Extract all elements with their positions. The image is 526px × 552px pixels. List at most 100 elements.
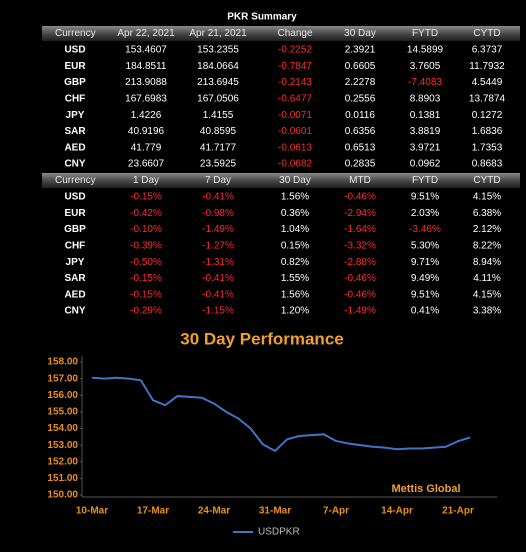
value-cell: 0.2835 [345, 159, 376, 170]
value-cell: 2.3921 [345, 45, 376, 56]
x-tick-label: 21-Apr [442, 506, 474, 517]
value-cell: 2.2278 [345, 77, 376, 88]
value-cell: 0.2556 [345, 94, 376, 105]
value-cell: 23.5925 [200, 159, 237, 170]
value-cell: 8.94% [473, 257, 501, 268]
value-cell: 1.56% [281, 289, 309, 300]
value-cell: -2.88% [344, 257, 376, 268]
header-cell: FYTD [412, 28, 438, 39]
header-cell: 30 Day [344, 28, 376, 39]
value-cell: 153.4607 [125, 45, 167, 56]
value-cell: 0.1272 [472, 110, 503, 121]
value-cell: 40.8595 [200, 126, 237, 137]
value-cell: -1.31% [202, 257, 234, 268]
value-cell: 213.9088 [125, 77, 167, 88]
value-cell: 23.6607 [128, 159, 165, 170]
value-cell: 1.20% [281, 306, 309, 317]
y-tick-label: 156.00 [47, 390, 78, 401]
header-cell: CYTD [473, 28, 500, 39]
value-cell: 0.41% [411, 306, 439, 317]
value-cell: -0.29% [130, 306, 162, 317]
value-cell: 0.0962 [410, 159, 441, 170]
y-tick-label: 151.00 [47, 473, 78, 484]
value-cell: 0.6605 [345, 61, 376, 72]
value-cell: 167.0506 [197, 94, 239, 105]
value-cell: 6.38% [473, 208, 501, 219]
currency-cell: AED [64, 289, 85, 300]
value-cell: 0.0116 [345, 110, 375, 121]
value-cell: 1.4226 [131, 110, 162, 121]
currency-cell: EUR [64, 208, 86, 219]
value-cell: 0.82% [281, 257, 309, 268]
value-cell: 13.7874 [469, 94, 506, 105]
value-cell: 9.51% [411, 289, 439, 300]
x-tick-label: 24-Mar [198, 506, 230, 517]
currency-cell: CHF [65, 241, 86, 252]
value-cell: -1.15% [202, 306, 234, 317]
header-cell: Apr 22, 2021 [117, 28, 175, 39]
value-cell: 6.3737 [472, 45, 503, 56]
value-cell: 1.6836 [472, 126, 503, 137]
value-cell: 5.30% [411, 241, 439, 252]
value-cell: -0.7847 [278, 61, 312, 72]
value-cell: 8.8903 [410, 94, 441, 105]
value-cell: -0.41% [202, 273, 234, 284]
currency-cell: AED [64, 142, 85, 153]
value-cell: -0.50% [130, 257, 162, 268]
value-cell: 153.2355 [197, 45, 239, 56]
currency-cell: EUR [64, 61, 86, 72]
currency-cell: USD [64, 192, 85, 203]
value-cell: 1.4155 [203, 110, 234, 121]
y-tick-label: 153.00 [47, 440, 78, 451]
value-cell: 2.12% [473, 224, 501, 235]
value-cell: -0.0601 [278, 126, 312, 137]
value-cell: 40.9196 [128, 126, 165, 137]
value-cell: 1.56% [281, 192, 309, 203]
x-tick-label: 10-Mar [76, 506, 108, 517]
value-cell: 4.15% [473, 289, 501, 300]
header-cell: Apr 21, 2021 [189, 28, 247, 39]
header-cell: Currency [55, 28, 96, 39]
value-cell: 0.6356 [345, 126, 376, 137]
y-tick-label: 152.00 [47, 456, 78, 467]
x-tick-label: 14-Apr [381, 506, 413, 517]
currency-cell: CHF [65, 94, 86, 105]
value-cell: -1.27% [202, 241, 234, 252]
header-cell: 30 Day [279, 175, 311, 186]
header-cell: Change [277, 28, 312, 39]
value-cell: -0.0071 [278, 110, 312, 121]
value-cell: -2.94% [344, 208, 376, 219]
x-tick-label: 7-Apr [323, 506, 349, 517]
value-cell: 3.38% [473, 306, 501, 317]
value-cell: -3.46% [409, 224, 441, 235]
header-cell: Currency [55, 175, 96, 186]
value-cell: -0.15% [130, 192, 162, 203]
value-cell: -0.15% [130, 289, 162, 300]
currency-cell: CNY [64, 159, 85, 170]
currency-cell: JPY [66, 257, 85, 268]
value-cell: 167.6983 [125, 94, 167, 105]
value-cell: -3.32% [344, 241, 376, 252]
value-cell: 4.15% [473, 192, 501, 203]
value-cell: 3.9721 [410, 142, 441, 153]
summary-header-band [42, 26, 520, 41]
value-cell: 0.6513 [345, 142, 376, 153]
value-cell: 11.7932 [469, 61, 505, 72]
value-cell: -0.39% [130, 241, 162, 252]
currency-cell: USD [64, 45, 85, 56]
value-cell: -0.46% [344, 192, 376, 203]
value-cell: 3.8819 [410, 126, 441, 137]
currency-cell: CNY [64, 306, 85, 317]
y-tick-label: 157.00 [47, 373, 78, 384]
value-cell: 41.779 [131, 142, 162, 153]
value-cell: -1.49% [344, 306, 376, 317]
annotation: Mettis Global [391, 483, 460, 495]
y-tick-label: 155.00 [47, 407, 78, 418]
value-cell: 1.04% [281, 224, 309, 235]
value-cell: 213.6945 [197, 77, 239, 88]
line [91, 376, 471, 453]
value-cell: -0.0613 [278, 142, 312, 153]
y-tick-label: 150.00 [47, 490, 78, 501]
value-cell: -0.41% [202, 192, 234, 203]
